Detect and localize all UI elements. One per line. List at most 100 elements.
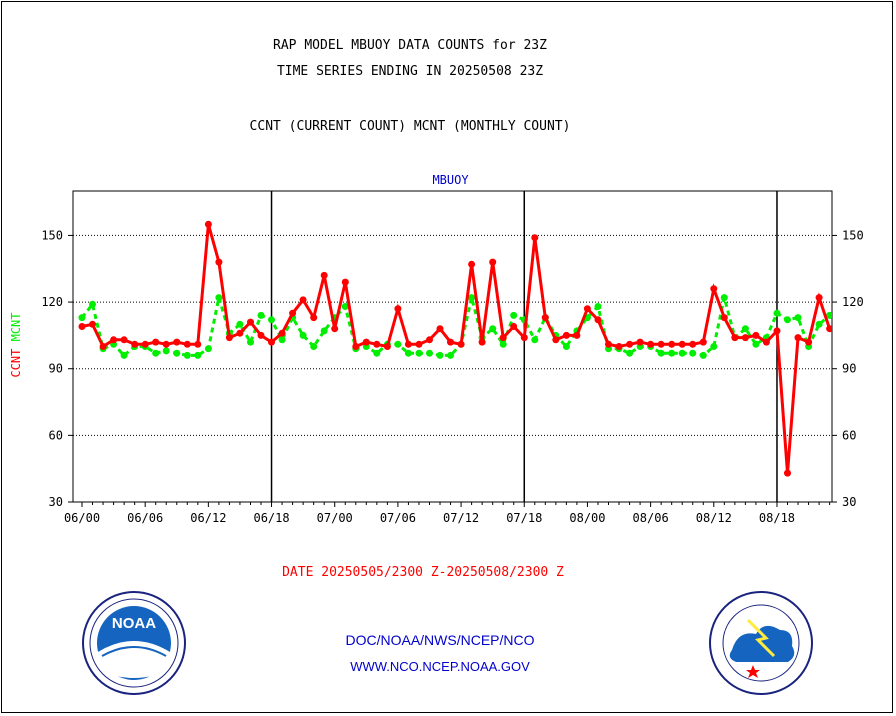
point-ccnt xyxy=(583,305,591,313)
point-ccnt xyxy=(615,343,623,350)
point-ccnt xyxy=(404,340,412,348)
point-ccnt xyxy=(373,340,381,348)
point-ccnt xyxy=(331,325,339,333)
point-mcnt xyxy=(236,320,244,328)
series-line-ccnt xyxy=(81,223,832,474)
point-ccnt xyxy=(752,331,760,339)
y-tick-label-right-90: 90 xyxy=(842,362,856,376)
point-mcnt xyxy=(183,351,191,359)
point-ccnt xyxy=(699,338,707,346)
point-ccnt xyxy=(99,343,107,350)
footer-line-2: WWW.NCO.NCEP.NOAA.GOV xyxy=(350,659,530,674)
y-tick-label-right-150: 150 xyxy=(842,228,864,242)
point-mcnt xyxy=(320,327,328,335)
y-tick-label-right-30: 30 xyxy=(842,495,856,509)
point-ccnt xyxy=(341,278,349,286)
point-ccnt xyxy=(731,334,739,342)
point-ccnt xyxy=(352,343,360,350)
date-range: DATE 20250505/2300 Z-20250508/2300 Z xyxy=(282,565,564,580)
point-mcnt xyxy=(436,351,444,359)
point-mcnt xyxy=(678,349,686,357)
point-ccnt xyxy=(152,338,160,346)
point-ccnt xyxy=(531,234,539,242)
y-axis-label: CCNT MCNT xyxy=(9,312,23,377)
x-tick-label-3: 06/18 xyxy=(253,511,289,525)
point-ccnt xyxy=(678,340,686,348)
point-ccnt xyxy=(805,338,813,346)
y-tick-label-left-150: 150 xyxy=(41,228,63,242)
y-tick-label-right-120: 120 xyxy=(842,295,864,309)
point-mcnt xyxy=(626,349,634,357)
series-line-mcnt xyxy=(80,297,831,358)
x-tick-label-1: 06/06 xyxy=(127,511,163,525)
y-tick-label-right-60: 60 xyxy=(842,428,856,442)
point-mcnt xyxy=(720,294,728,302)
point-ccnt xyxy=(552,336,560,344)
point-mcnt xyxy=(752,340,760,348)
point-ccnt xyxy=(268,338,275,346)
x-tick-label-5: 07/06 xyxy=(380,511,416,525)
point-mcnt xyxy=(162,347,170,355)
x-tick-label-9: 08/06 xyxy=(633,511,669,525)
point-mcnt xyxy=(120,351,128,359)
point-ccnt xyxy=(815,294,823,302)
svg-text:NOAA: NOAA xyxy=(112,615,156,632)
point-ccnt xyxy=(131,340,139,348)
point-mcnt xyxy=(699,351,707,359)
point-ccnt xyxy=(383,343,391,350)
x-tick-label-8: 08/00 xyxy=(569,511,605,525)
x-tick-label-0: 06/00 xyxy=(64,511,100,525)
point-ccnt xyxy=(794,334,802,342)
point-ccnt xyxy=(89,320,96,328)
point-ccnt xyxy=(489,258,497,266)
y-axis-label-mcnt: MCNT xyxy=(9,312,23,341)
x-tick-label-2: 06/12 xyxy=(190,511,226,525)
point-ccnt xyxy=(657,340,665,348)
point-ccnt xyxy=(173,338,181,346)
point-ccnt xyxy=(183,340,191,348)
point-mcnt xyxy=(668,349,676,357)
point-ccnt xyxy=(741,334,749,342)
point-ccnt xyxy=(289,309,297,317)
point-mcnt xyxy=(689,349,697,357)
point-ccnt xyxy=(310,314,318,322)
point-mcnt xyxy=(299,331,307,339)
point-mcnt xyxy=(204,345,212,353)
point-ccnt xyxy=(320,271,328,279)
chart-title-line-1: RAP MODEL MBUOY DATA COUNTS for 23Z xyxy=(273,38,547,53)
point-mcnt xyxy=(826,311,832,319)
x-tick-label-6: 07/12 xyxy=(443,511,479,525)
point-ccnt xyxy=(447,338,454,346)
point-mcnt xyxy=(341,303,349,310)
point-ccnt xyxy=(247,318,254,326)
point-ccnt xyxy=(689,340,697,348)
point-ccnt xyxy=(594,316,602,324)
chart-subtitle: CCNT (CURRENT COUNT) MCNT (MONTHLY COUNT… xyxy=(249,119,571,134)
point-ccnt xyxy=(457,340,465,348)
point-ccnt xyxy=(636,338,644,346)
y-tick-label-left-90: 90 xyxy=(49,362,63,376)
point-ccnt xyxy=(826,325,832,333)
point-ccnt xyxy=(120,336,128,344)
point-ccnt xyxy=(647,340,655,348)
x-tick-label-4: 07/00 xyxy=(317,511,353,525)
point-ccnt xyxy=(194,340,202,348)
plot-frame xyxy=(72,190,833,503)
point-ccnt xyxy=(257,331,265,339)
point-mcnt xyxy=(815,320,823,328)
nws-logo-icon xyxy=(709,591,813,695)
point-mcnt xyxy=(594,303,602,310)
point-mcnt xyxy=(373,349,381,357)
point-ccnt xyxy=(710,285,718,293)
point-ccnt xyxy=(668,340,676,348)
point-ccnt xyxy=(720,314,728,322)
point-mcnt xyxy=(426,349,433,357)
point-ccnt xyxy=(762,338,770,346)
point-ccnt xyxy=(236,329,244,337)
point-mcnt xyxy=(794,314,802,322)
point-mcnt xyxy=(499,340,507,348)
point-mcnt xyxy=(447,351,454,359)
point-ccnt xyxy=(605,340,612,348)
point-ccnt xyxy=(468,260,476,268)
